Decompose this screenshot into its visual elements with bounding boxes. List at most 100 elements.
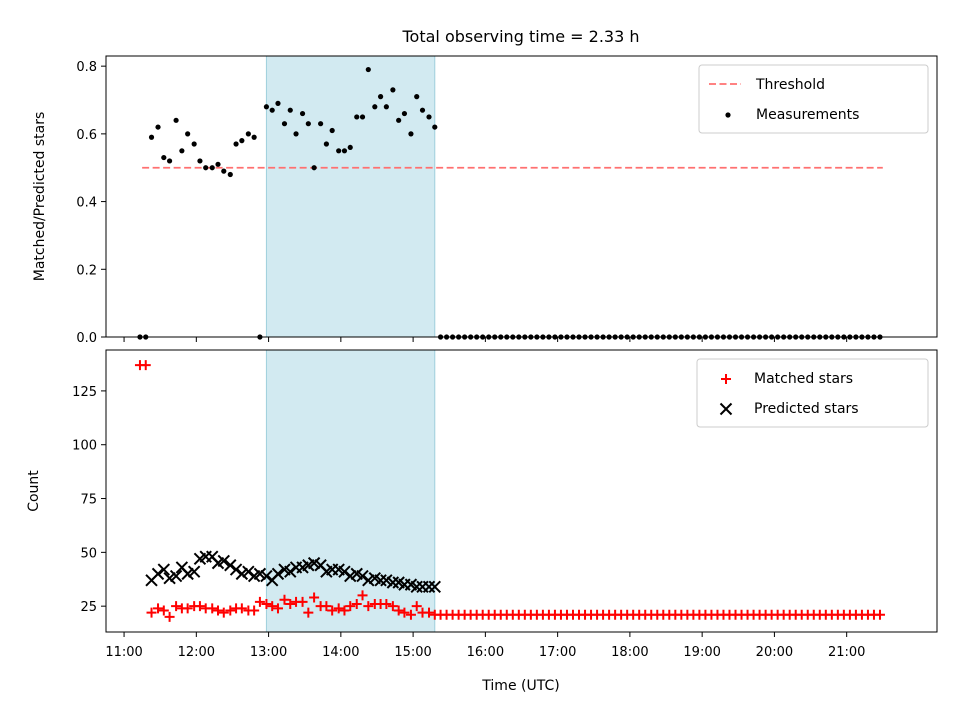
matched-star-mark (267, 601, 278, 612)
measurement-point (239, 138, 245, 144)
measurement-point (197, 158, 203, 164)
measurement-point (233, 141, 239, 147)
matched-star-mark (297, 596, 308, 607)
matched-star-mark (254, 596, 265, 607)
y-tick-label: 125 (72, 385, 97, 400)
measurement-point (173, 117, 179, 123)
matched-star-mark (194, 601, 205, 612)
predicted-star-mark (356, 569, 369, 583)
x-tick-label: 19:00 (683, 645, 720, 660)
y-tick-label: 0.0 (76, 331, 97, 346)
predicted-star-mark (271, 567, 285, 581)
matched-star-mark (345, 601, 356, 612)
measurement-point (215, 161, 221, 167)
matched-star-mark (309, 592, 320, 603)
predicted-star-mark (428, 580, 441, 594)
y-tick-label: 0.8 (76, 60, 97, 75)
x-tick-label: 12:00 (178, 645, 215, 660)
measurement-point (372, 104, 378, 110)
matched-star-mark (303, 607, 314, 618)
measurement-point (191, 141, 197, 147)
observing-window (266, 350, 435, 632)
matched-star-mark (272, 603, 283, 614)
measurement-point (281, 121, 288, 127)
measurement-point (251, 134, 257, 140)
matched-star-mark (225, 605, 236, 616)
y-tick-label: 0.2 (76, 263, 97, 278)
matched-star-mark (164, 611, 175, 622)
measurement-point (336, 148, 342, 154)
y-tick-label: 0.4 (76, 196, 97, 211)
x-tick-label: 15:00 (394, 645, 431, 660)
predicted-star-mark (386, 576, 400, 589)
matched-star-mark (333, 603, 344, 614)
y-tick-label: 50 (80, 546, 97, 561)
measurement-point (359, 114, 366, 120)
count-panel: 11:00 12:00 13:00 14:00 15:00 16:00 17:00 18:00… (26, 349, 938, 660)
matched-star-mark (411, 601, 422, 612)
y-tick-label: 75 (80, 493, 97, 508)
predicted-star-mark (229, 563, 243, 576)
ratio-panel: 0.0 0.2 0.4 0.6 0.8 Matched/Predicted stars Th… (32, 55, 938, 346)
matched-star-mark (249, 605, 260, 616)
measurement-point (311, 165, 317, 171)
measurement-point (414, 94, 420, 100)
measurement-point (166, 158, 173, 164)
matched-star-mark (171, 601, 182, 612)
measurement-point (377, 94, 384, 100)
predicted-star-mark (374, 574, 387, 587)
x-tick-label: 21:00 (828, 645, 865, 660)
x-tick-label: 17:00 (539, 645, 576, 660)
predicted-star-mark (169, 569, 183, 583)
predicted-star-mark (422, 580, 436, 594)
x-axis-label: Time (UTC) (481, 678, 559, 694)
matched-star-mark (207, 603, 218, 614)
predicted-star-mark (157, 563, 171, 576)
measurement-point (329, 127, 335, 134)
predicted-star-mark (187, 565, 201, 578)
measurement-point (269, 107, 275, 113)
measurement-point (365, 66, 371, 73)
matched-star-mark (357, 590, 368, 601)
measurement-point (390, 87, 396, 93)
measurement-point (209, 165, 215, 171)
matched-star-mark (321, 601, 332, 612)
measurement-point (401, 110, 408, 117)
matched-star-mark (279, 594, 290, 605)
legend-swatch-predicted-stars (719, 402, 733, 416)
matched-star-mark (261, 599, 272, 610)
measurement-point (383, 104, 389, 110)
legend-swatch-matched-stars (721, 374, 731, 384)
measurement-point (263, 104, 270, 110)
measurement-point (408, 131, 414, 137)
predicted-star-mark (224, 559, 237, 572)
measurement-point (419, 107, 426, 113)
matched-star-mark (399, 607, 410, 618)
x-tick-label: 14:00 (322, 645, 359, 660)
x-tick-label: 16:00 (467, 645, 504, 660)
matched-star-mark (381, 599, 392, 610)
predicted-star-mark (151, 567, 165, 581)
measurement-point (161, 154, 167, 161)
matched-star-mark (387, 601, 398, 612)
legend-label-matched-stars: Matched stars (754, 371, 853, 387)
measurement-point (293, 131, 299, 137)
y-axis-label: Matched/Predicted stars (32, 112, 48, 282)
legend-label-threshold: Threshold (755, 77, 825, 93)
matched-star-mark (363, 601, 374, 612)
axes-frame (105, 55, 938, 338)
predicted-star-mark (284, 565, 297, 578)
predicted-star-mark (242, 565, 255, 578)
predicted-star-mark (410, 580, 423, 594)
x-tick-label: 13:00 (250, 645, 287, 660)
measurement-point (347, 144, 353, 151)
measurement-point (287, 107, 293, 113)
matched-star-mark (182, 603, 193, 614)
y-axis-label: Count (26, 470, 42, 512)
measurement-point (185, 131, 191, 137)
measurement-point (305, 121, 311, 127)
measurement-point (323, 141, 329, 147)
matched-star-mark (213, 605, 224, 616)
matched-star-mark (339, 605, 350, 616)
matched-star-mark (327, 605, 338, 616)
